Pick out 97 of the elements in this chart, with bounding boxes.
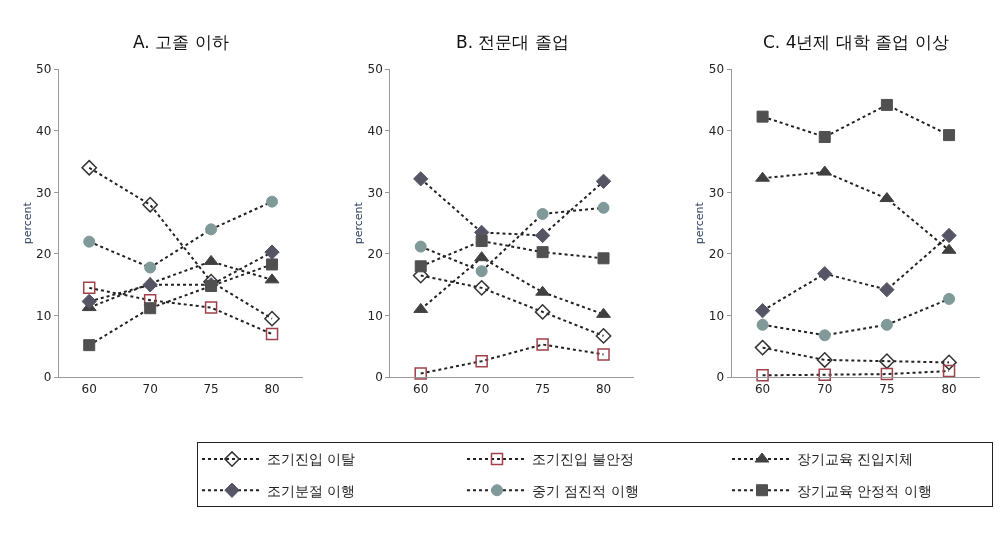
x-tick-label: 70 [474,381,490,396]
y-axis-title: percent [352,201,366,245]
point [754,303,771,319]
y-tick-label: 40 [36,124,52,138]
y-tick-label: 0 [716,370,725,385]
point [817,266,833,282]
point [144,261,157,274]
point [82,281,96,295]
point [536,338,549,351]
y-tick-label: 10 [36,308,52,323]
point [880,98,893,111]
chart-title: C. 4년제 대학 졸업 이상 [763,32,949,52]
chart-title: B. 전문대 졸업 [456,32,569,52]
x-tick-label: 70 [817,381,833,396]
point [880,367,894,381]
point [595,173,612,189]
point [264,310,280,327]
point [942,364,956,378]
x-tick-label: 75 [534,381,551,396]
point [818,130,831,143]
legend-label: 조기진입 이탈 [267,451,356,468]
y-tick-label: 20 [36,247,52,262]
y-tick-label: 30 [367,185,383,200]
point [266,195,279,208]
point [880,318,893,331]
point [264,244,280,260]
x-tick-label: 75 [879,381,895,396]
point [941,354,957,371]
point [475,235,488,248]
point [943,129,956,142]
point [597,252,610,265]
point [414,240,427,253]
point [142,277,158,293]
point [756,110,769,123]
x-tick-label: 80 [264,381,280,396]
point [879,282,895,298]
point [266,258,279,271]
point [597,201,610,214]
point [943,292,956,305]
point [536,246,549,259]
point [754,339,771,356]
y-tick-label: 10 [708,308,725,323]
point [818,329,831,342]
y-tick-label: 20 [708,247,725,262]
legend-label: 조기진입 불안정 [532,451,635,468]
legend-label: 장기교육 안정적 이행 [797,482,932,499]
point [595,328,612,344]
x-tick-label: 75 [203,381,219,396]
y-tick-label: 10 [367,308,383,323]
point [81,159,98,176]
point [265,327,279,341]
y-tick-label: 50 [708,62,725,77]
point [534,303,551,320]
legend-label: 중기 점진적 이행 [532,482,639,499]
y-axis-title: percent [20,201,34,245]
chart-title: A. 고졸 이하 [133,32,229,52]
point [83,235,96,248]
point [756,369,769,382]
point [756,318,769,331]
point [204,301,218,314]
x-tick-label: 60 [754,381,771,396]
x-tick-label: 80 [941,381,957,396]
point [144,302,157,315]
point [413,171,429,187]
point [596,307,611,318]
y-tick-label: 0 [375,370,383,385]
point [878,353,895,370]
point [205,223,218,236]
point [142,196,159,213]
point [597,348,610,361]
point [475,354,488,368]
legend-label: 조기분절 이행 [267,482,356,499]
x-tick-label: 60 [413,381,429,396]
point [414,260,427,273]
legend-label: 장기교육 진입지체 [797,451,914,468]
point [536,207,549,220]
y-tick-label: 30 [708,185,725,200]
y-tick-label: 40 [367,124,383,138]
x-tick-label: 80 [595,381,612,396]
point [414,367,427,380]
y-axis-title: percent [693,201,707,245]
point [473,279,490,296]
point [816,352,833,368]
y-tick-label: 20 [367,247,383,262]
x-tick-label: 60 [81,381,97,396]
y-tick-label: 50 [367,62,383,77]
point [81,293,97,310]
x-tick-label: 70 [142,381,158,396]
y-tick-label: 40 [708,124,725,138]
point [941,227,957,244]
point [83,339,96,352]
point [475,265,488,278]
y-tick-label: 50 [36,62,52,77]
point [818,368,831,381]
y-tick-label: 30 [36,185,52,200]
point [534,227,551,244]
y-tick-label: 0 [43,370,52,385]
